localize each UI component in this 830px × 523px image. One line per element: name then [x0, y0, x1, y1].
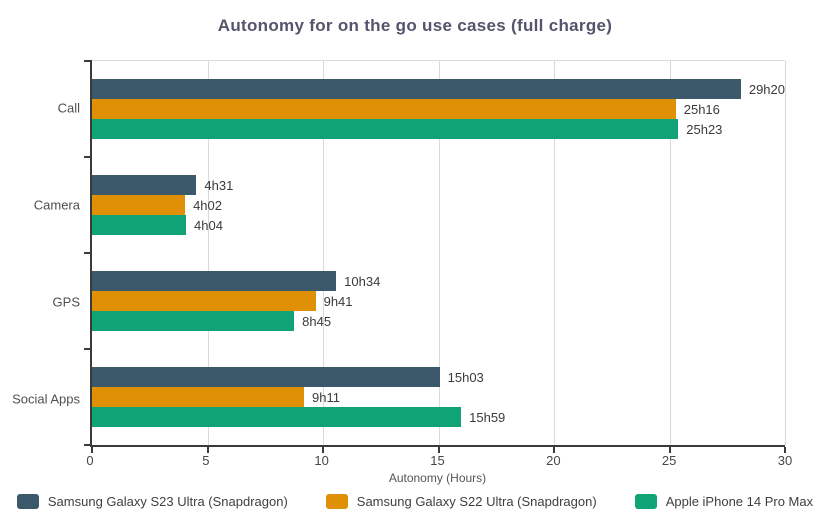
x-tick-label-30: 30 [777, 453, 793, 468]
x-tick-label-20: 20 [546, 453, 561, 468]
gridline-x-10 [323, 61, 324, 445]
bar-camera [92, 175, 197, 195]
legend-swatch-icon [325, 494, 348, 509]
x-tick-label-10: 10 [314, 453, 329, 468]
bar-row: 25h16 [92, 99, 785, 119]
bar-camera [92, 195, 186, 215]
bar-row: 4h04 [92, 215, 785, 235]
bar-social-apps [92, 387, 305, 407]
chart-title: Autonomy for on the go use cases (full c… [217, 16, 613, 35]
bar-value-label: 15h03 [447, 369, 484, 385]
y-tick-mark-0 [84, 60, 92, 62]
legend-item-samsung-galaxy-s23-ultra-snapdragon-[interactable]: Samsung Galaxy S23 Ultra (Snapdragon) [16, 494, 288, 509]
x-tick-label-5: 5 [202, 453, 210, 468]
bar-gps [92, 311, 295, 331]
bar-row: 9h11 [92, 387, 785, 407]
gridline-x-25 [669, 61, 671, 445]
bar-value-label: 10h34 [344, 273, 381, 289]
category-label-call: Call [57, 100, 80, 116]
x-tick-label-15: 15 [430, 453, 445, 468]
bar-row: 9h41 [92, 291, 785, 311]
bar-social-apps [92, 367, 440, 387]
bar-group-social-apps: 15h03 9h11 15h59 [92, 349, 785, 445]
bar-row: 4h02 [92, 195, 785, 215]
legend-label: Samsung Galaxy S23 Ultra (Snapdragon) [47, 494, 288, 509]
bar-value-label: 4h02 [193, 197, 222, 213]
x-tick-mark-10 [322, 447, 324, 453]
plot-area: 29h20 25h16 25h23 4h31 4h02 4h04 10h34 9h41 8h45… [84, 60, 786, 453]
bar-value-label: 8h45 [302, 313, 332, 329]
bar-value-label: 4h31 [204, 177, 234, 193]
bar-value-label: 15h59 [469, 409, 506, 425]
legend-item-samsung-galaxy-s22-ultra-snapdragon-[interactable]: Samsung Galaxy S22 Ultra (Snapdragon) [325, 494, 597, 509]
bar-row: 4h31 [92, 175, 785, 195]
x-axis-tick-labels: 0 5 10 15 20 25 30 [86, 453, 792, 469]
bar-gps [92, 291, 316, 311]
y-tick-mark-3 [84, 348, 92, 350]
legend-swatch-icon [634, 494, 657, 509]
bar-row: 29h20 [92, 79, 785, 99]
bar-camera [92, 215, 187, 235]
bar-value-label: 9h41 [323, 293, 353, 309]
legend-label: Samsung Galaxy S22 Ultra (Snapdragon) [356, 494, 597, 509]
bar-call [92, 99, 676, 119]
bar-value-label: 25h16 [683, 101, 720, 117]
x-axis-title: Autonomy (Hours) [388, 471, 487, 485]
x-tick-mark-0 [91, 447, 93, 453]
gridline-x-15 [438, 61, 440, 445]
x-tick-mark-5 [206, 447, 209, 453]
bar-group-gps: 10h34 9h41 8h45 [92, 253, 785, 349]
bar-group-camera: 4h31 4h02 4h04 [92, 157, 785, 253]
bar-row: 15h03 [92, 367, 785, 387]
y-axis-category-labels: Call Camera GPS Social Apps [0, 60, 80, 447]
x-tick-mark-30 [784, 447, 786, 453]
x-tick-label-0: 0 [86, 453, 94, 468]
legend-label: Apple iPhone 14 Pro Max [665, 494, 814, 509]
bar-value-label: 25h23 [686, 121, 723, 137]
bar-row: 10h34 [92, 271, 785, 291]
category-label-gps: GPS [52, 294, 80, 310]
bar-row: 8h45 [92, 311, 785, 331]
category-label-camera: Camera [33, 197, 80, 213]
bar-value-label: 4h04 [194, 217, 223, 233]
gridline-x-5 [207, 61, 209, 445]
bar-value-label: 9h11 [312, 389, 341, 405]
x-tick-mark-15 [437, 447, 440, 453]
bar-social-apps [92, 407, 462, 427]
bar-gps [92, 271, 337, 291]
legend-item-apple-iphone-14-pro-max[interactable]: Apple iPhone 14 Pro Max [634, 494, 814, 509]
x-tick-mark-20 [553, 447, 555, 453]
bar-call [92, 79, 741, 99]
x-tick-label-25: 25 [661, 453, 677, 468]
y-tick-mark-1 [84, 156, 92, 158]
bar-value-label: 29h20 [748, 81, 785, 97]
chart-legend: Samsung Galaxy S23 Ultra (Snapdragon) Sam… [0, 494, 830, 509]
bar-call [92, 119, 679, 139]
bar-row: 15h59 [92, 407, 785, 427]
x-tick-mark-25 [668, 447, 671, 453]
bar-row: 25h23 [92, 119, 785, 139]
category-label-social-apps: Social Apps [12, 391, 80, 407]
bar-group-call: 29h20 25h16 25h23 [92, 61, 785, 157]
y-tick-mark-2 [84, 252, 92, 254]
y-tick-mark-4 [84, 444, 92, 446]
gridline-x-30 [785, 61, 786, 445]
legend-swatch-icon [16, 494, 39, 509]
gridline-x-20 [554, 61, 555, 445]
